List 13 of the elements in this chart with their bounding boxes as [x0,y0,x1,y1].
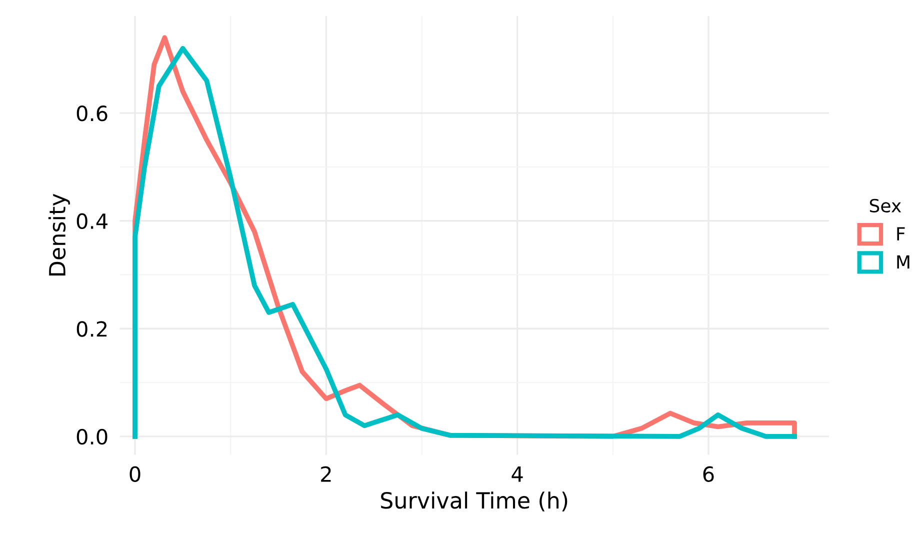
legend-label: M [897,255,910,269]
y-tick-label: 0.6 [76,106,108,122]
y-tick-label: 0.0 [76,428,108,445]
x-tick-label: 4 [512,466,523,482]
x-tick-label: 6 [703,466,714,482]
x-axis-title: Survival Time (h) [381,492,568,512]
y-tick-label: 0.2 [76,321,107,337]
x-tick-label: 0 [130,466,140,482]
y-tick-label: 0.4 [76,213,108,230]
y-axis-title: Density [48,194,70,276]
x-tick-label: 2 [321,466,331,482]
legend-title: Sex [870,198,902,213]
legend-label: F [897,227,905,240]
